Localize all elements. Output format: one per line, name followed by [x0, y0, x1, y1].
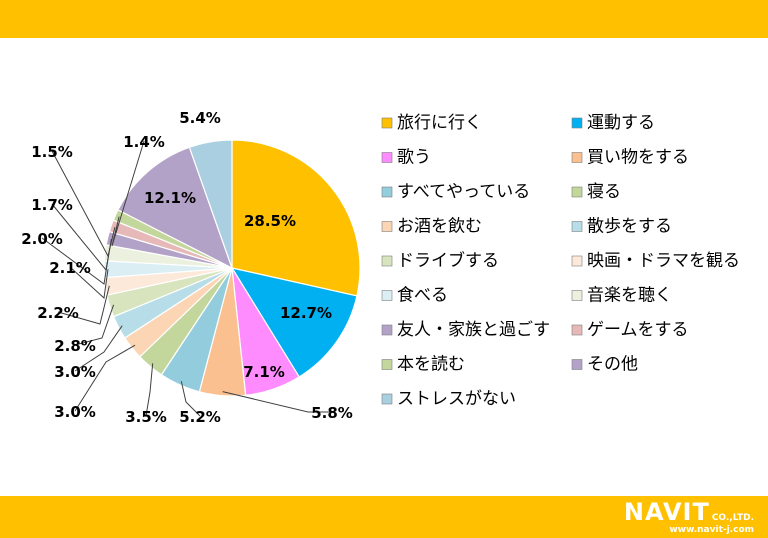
pie-slice-16 [117, 146, 234, 270]
leader-line-8 [74, 325, 123, 372]
legend-swatch-9 [381, 255, 393, 267]
slice-labels: 28.5% 12.7% 7.1% 5.8% 5.2% 3.5% 3.0% 3.0% 2.8% 2.… [21, 109, 353, 426]
slice-label-3: 7.1% [243, 363, 285, 381]
legend-swatch-3 [381, 152, 393, 163]
slice-label-13: 1.7% [31, 196, 73, 214]
slice-label-5: 5.2% [179, 408, 221, 426]
legend-swatch-14 [571, 324, 583, 336]
slice-label-2: 12.7% [280, 304, 332, 322]
legend-swatch-10 [571, 255, 583, 267]
legend-label-15: 本を読む [397, 355, 465, 375]
slice-label-8: 3.0% [54, 363, 96, 381]
logo-wordmark: NAVIT [623, 498, 710, 526]
slice-label-10: 2.2% [37, 304, 79, 322]
leader-line-11 [69, 266, 109, 300]
slice-label-15: 1.4% [123, 133, 165, 151]
legend-label-6: 寝る [587, 181, 621, 202]
slice-label-14: 1.5% [31, 143, 73, 161]
pie-slices [103, 139, 361, 397]
legend-swatch-17 [381, 393, 393, 405]
legend-label-11: 食べる [397, 286, 448, 306]
legend-swatch-15 [381, 359, 393, 370]
leader-line-5 [180, 381, 201, 417]
leader-line-10 [57, 285, 110, 325]
legend-swatch-4 [571, 152, 583, 163]
legend-swatch-13 [381, 324, 393, 336]
slice-label-4: 5.8% [311, 404, 353, 422]
legend-label-12: 音楽を聴く [587, 286, 672, 306]
legend-swatch-2 [571, 117, 583, 129]
legend-label-10: 映画・ドラマを観る [587, 251, 740, 271]
company-logo: NAVIT CO.,LTD. www.navit-j.com [614, 498, 754, 535]
leader-line-15 [111, 140, 145, 247]
pie-slice-17 [188, 139, 233, 269]
legend-label-2: 運動する [587, 113, 655, 133]
leader-line-9 [74, 304, 115, 346]
slice-label-16: 12.1% [144, 189, 196, 207]
pie-slice-2 [230, 267, 358, 378]
leader-line-4 [222, 391, 332, 413]
legend-swatch-8 [571, 221, 583, 232]
legend-label-9: ドライブする [397, 250, 499, 271]
legend-label-17: ストレスがない [397, 389, 516, 409]
leader-line-7 [74, 344, 136, 412]
pie-slice-1 [231, 139, 361, 297]
legend-label-3: 歌う [397, 148, 431, 168]
legend-label-16: その他 [587, 355, 638, 375]
top-accent-bar [0, 0, 768, 38]
slice-label-7: 3.0% [54, 403, 96, 421]
leader-line-14 [51, 150, 116, 258]
legend-label-1: 旅行に行く [397, 113, 482, 133]
legend-swatch-6 [571, 186, 583, 198]
slice-label-11: 2.1% [49, 259, 91, 277]
leader-lines [41, 140, 332, 417]
legend-swatch-7 [381, 221, 393, 232]
legend-swatch-5 [381, 186, 393, 198]
leader-line-6 [145, 363, 154, 417]
legend-swatch-16 [571, 359, 583, 370]
legend-label-4: 買い物をする [587, 148, 689, 168]
legend-label-14: ゲームをする [587, 320, 689, 340]
slice-label-9: 2.8% [54, 337, 96, 355]
legend-swatch-1 [381, 117, 393, 129]
legend-label-7: お酒を飲む [397, 217, 482, 237]
legend-swatch-12 [571, 290, 583, 301]
legend-swatch-11 [381, 290, 393, 301]
slice-label-6: 3.5% [125, 408, 167, 426]
bottom-accent-bar [0, 496, 768, 538]
slice-label-1: 28.5% [244, 212, 296, 230]
legend-label-5: すべてやっている [397, 182, 530, 202]
logo-url: www.navit-j.com [669, 525, 754, 535]
slice-label-17: 5.4% [179, 109, 221, 127]
legend-label-8: 散歩をする [587, 217, 672, 237]
logo-company-suffix: CO.,LTD. [711, 513, 754, 523]
legend-label-13: 友人・家族と過ごす [397, 320, 550, 340]
slice-label-12: 2.0% [21, 230, 63, 248]
